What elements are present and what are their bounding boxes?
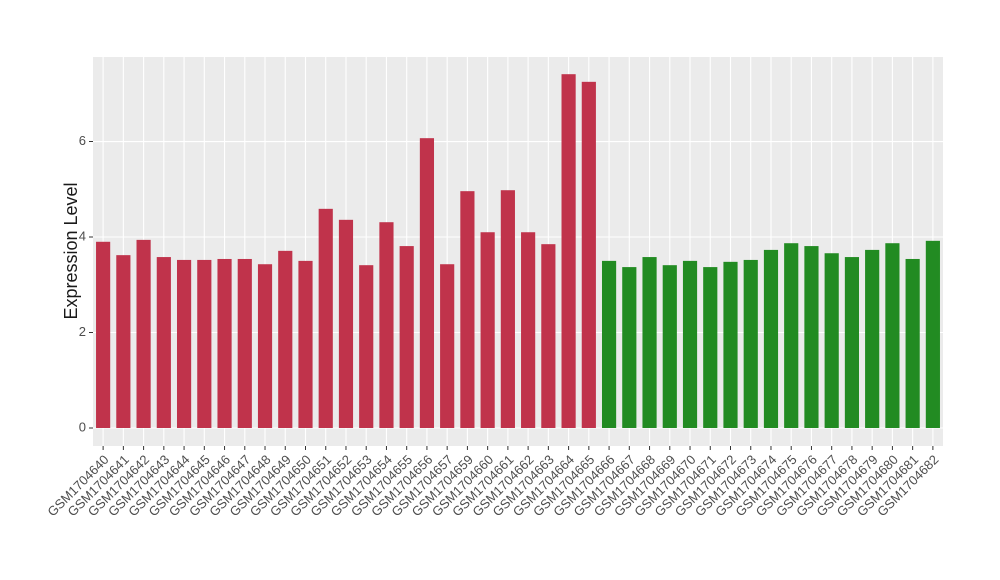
bar <box>460 191 475 428</box>
bar <box>379 222 394 428</box>
bar <box>480 232 495 428</box>
bar <box>763 249 779 428</box>
bar <box>176 259 192 428</box>
bar <box>136 239 151 428</box>
bar <box>784 243 799 428</box>
bar <box>521 232 536 428</box>
y-tick-label: 4 <box>79 228 86 243</box>
bar <box>419 138 435 428</box>
bar <box>541 244 556 428</box>
bar <box>237 258 252 428</box>
bar <box>905 258 920 428</box>
bar <box>399 246 414 428</box>
bar <box>601 260 617 428</box>
bar <box>156 257 171 428</box>
bar <box>561 74 576 428</box>
y-tick-label: 0 <box>79 419 86 434</box>
bar <box>925 240 940 428</box>
bar <box>662 265 677 428</box>
bar <box>865 249 880 428</box>
bar <box>318 208 333 428</box>
bar <box>116 255 131 428</box>
y-tick-label: 6 <box>79 133 86 148</box>
bar <box>298 260 313 428</box>
bar <box>359 265 374 428</box>
bar <box>723 261 738 428</box>
bar <box>440 264 455 428</box>
bar <box>844 257 860 428</box>
bar <box>682 260 698 428</box>
y-axis-title: Expression Level <box>61 182 81 319</box>
bar <box>703 267 718 428</box>
bar <box>500 190 515 428</box>
bar <box>197 259 212 428</box>
y-tick-label: 2 <box>79 324 86 339</box>
bar <box>622 267 637 428</box>
bar <box>96 241 111 428</box>
bar <box>885 243 900 428</box>
bar <box>257 264 273 428</box>
bar <box>581 81 596 428</box>
bar <box>642 257 657 428</box>
bar <box>217 258 232 428</box>
bar <box>824 253 839 428</box>
bar <box>743 259 758 428</box>
bar <box>338 219 354 428</box>
bar <box>804 246 819 428</box>
plot-panel <box>93 57 943 446</box>
bar <box>278 250 293 428</box>
